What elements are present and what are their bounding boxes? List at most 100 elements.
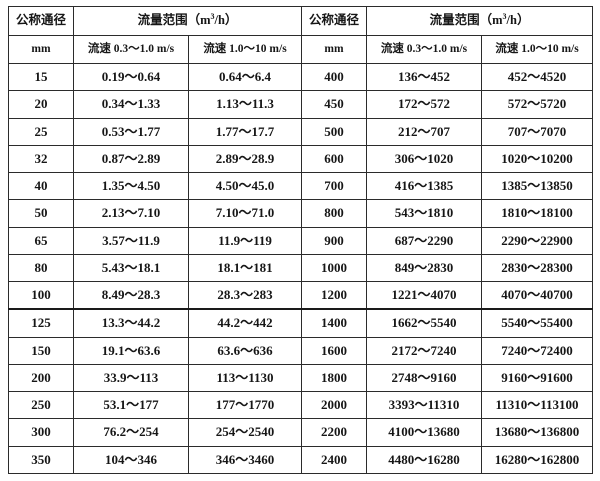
cell-nominal-diameter-right: 1200 [301,281,368,310]
cell-flow-low-left: 3.57～11.9 [73,226,189,255]
cell-flow-high-right: 7240～72400 [481,336,594,365]
table-row: 20 0.34～1.33 1.13～11.3 450 172～572 572～5720 [8,90,594,119]
cell-flow-low-right: 2748～9160 [366,363,483,393]
cell-flow-high-left: 254～2540 [187,418,303,447]
header-velocity-low-left: 流速 0.3～1.0 m/s [73,35,189,64]
cell-flow-low-right: 2172～7240 [366,336,483,365]
table-row: 100 8.49～28.3 28.3～283 1200 1221～4070 4070～40… [8,281,594,310]
header-flow-range-right-sup: 3 [502,11,507,21]
header-flow-range-right-text: 流量范围（m [429,13,503,28]
cell-nominal-diameter-right: 450 [301,90,368,119]
cell-nominal-diameter-right: 900 [301,226,368,255]
cell-flow-low-left: 104～346 [73,445,189,475]
cell-flow-low-left: 33.9～113 [73,363,189,393]
table-row: 40 1.35～4.50 4.50～45.0 700 416～1385 1385～1385… [8,172,594,201]
cell-nominal-diameter-right: 1600 [301,336,368,365]
header-row-sub: mm 流速 0.3～1.0 m/s 流速 1.0～10 m/s mm 流速 0.… [8,35,594,64]
header-unit-mm-right: mm [301,35,368,64]
table-row: 125 13.3～44.2 44.2～442 1400 1662～5540 5540～55… [8,308,594,338]
cell-nominal-diameter-left: 20 [8,90,74,119]
table-row: 25 0.53～1.77 1.77～17.7 500 212～707 707～7070 [8,117,594,146]
cell-flow-high-left: 346～3460 [187,445,303,475]
cell-nominal-diameter-right: 800 [301,199,368,228]
cell-nominal-diameter-left: 250 [8,391,74,420]
table-row: 15 0.19～0.64 0.64～6.4 400 136～452 452～4520 [8,62,594,92]
cell-flow-high-right: 1020～10200 [481,144,594,174]
cell-flow-high-left: 7.10～71.0 [187,199,303,228]
cell-flow-high-right: 16280～162800 [481,445,594,475]
table-row: 350 104～346 346～3460 2400 4480～16280 16280～16… [8,445,594,475]
cell-nominal-diameter-right: 2200 [301,418,368,447]
cell-flow-low-right: 4100～13680 [366,418,483,447]
cell-flow-low-left: 0.87～2.89 [73,144,189,174]
cell-flow-low-right: 1221～4070 [366,281,483,310]
cell-flow-high-left: 11.9～119 [187,226,303,255]
cell-flow-low-right: 687～2290 [366,226,483,255]
cell-nominal-diameter-left: 65 [8,226,74,255]
cell-flow-high-right: 2830～28300 [481,253,594,283]
table-row: 80 5.43～18.1 18.1～181 1000 849～2830 2830～2830… [8,253,594,283]
cell-flow-high-left: 113～1130 [187,363,303,393]
cell-flow-high-right: 2290～22900 [481,226,594,255]
header-flow-range-left-text: 流量范围（m [137,13,211,28]
cell-nominal-diameter-left: 50 [8,199,74,228]
cell-flow-high-left: 1.13～11.3 [187,90,303,119]
cell-flow-low-right: 849～2830 [366,253,483,283]
header-flow-range-left-tail: /h） [214,13,238,28]
cell-flow-low-left: 19.1～63.6 [73,336,189,365]
cell-nominal-diameter-right: 600 [301,144,368,174]
cell-nominal-diameter-left: 25 [8,117,74,146]
cell-flow-high-right: 1385～13850 [481,172,594,201]
nominal-diameter-flow-range-table: 公称通径 流量范围（m3/h） 公称通径 流量范围（m3/h） mm 流速 0.… [8,6,594,475]
cell-nominal-diameter-left: 150 [8,336,74,365]
header-unit-mm-left: mm [8,35,74,64]
header-row-main: 公称通径 流量范围（m3/h） 公称通径 流量范围（m3/h） [8,6,594,36]
table-body: 15 0.19～0.64 0.64～6.4 400 136～452 452～4520 20 0… [8,62,594,475]
cell-flow-low-right: 306～1020 [366,144,483,174]
cell-flow-high-right: 9160～91600 [481,363,594,393]
cell-flow-low-left: 5.43～18.1 [73,253,189,283]
cell-flow-low-right: 136～452 [366,62,483,92]
cell-nominal-diameter-right: 400 [301,62,368,92]
header-velocity-high-right: 流速 1.0～10 m/s [481,35,594,64]
table-head: 公称通径 流量范围（m3/h） 公称通径 流量范围（m3/h） mm 流速 0.… [8,6,594,64]
cell-flow-high-left: 4.50～45.0 [187,172,303,201]
table-row: 65 3.57～11.9 11.9～119 900 687～2290 2290～22900 [8,226,594,255]
cell-flow-high-right: 1810～18100 [481,199,594,228]
cell-flow-low-left: 76.2～254 [73,418,189,447]
flow-range-table-sheet: 公称通径 流量范围（m3/h） 公称通径 流量范围（m3/h） mm 流速 0.… [8,6,594,475]
table-row: 150 19.1～63.6 63.6～636 1600 2172～7240 7240～72… [8,336,594,365]
cell-flow-low-left: 0.19～0.64 [73,62,189,92]
cell-flow-high-right: 11310～113100 [481,391,594,420]
cell-flow-low-right: 3393～11310 [366,391,483,420]
header-nominal-diameter-left: 公称通径 [8,6,74,36]
cell-flow-high-right: 572～5720 [481,90,594,119]
cell-flow-low-right: 1662～5540 [366,308,483,338]
cell-flow-low-right: 212～707 [366,117,483,146]
cell-nominal-diameter-left: 350 [8,445,74,475]
cell-flow-high-left: 63.6～636 [187,336,303,365]
header-flow-range-right-tail: /h） [506,13,530,28]
cell-nominal-diameter-left: 15 [8,62,74,92]
cell-nominal-diameter-right: 1800 [301,363,368,393]
header-nominal-diameter-right: 公称通径 [301,6,368,36]
cell-flow-high-right: 4070～40700 [481,281,594,310]
cell-nominal-diameter-right: 1000 [301,253,368,283]
cell-flow-high-right: 452～4520 [481,62,594,92]
header-flow-range-right: 流量范围（m3/h） [366,6,594,36]
cell-flow-low-left: 0.53～1.77 [73,117,189,146]
cell-flow-high-right: 5540～55400 [481,308,594,338]
header-flow-range-left: 流量范围（m3/h） [72,6,303,36]
table-row: 50 2.13～7.10 7.10～71.0 800 543～1810 1810～1810… [8,199,594,228]
cell-nominal-diameter-right: 2400 [301,445,368,475]
cell-flow-low-left: 0.34～1.33 [73,90,189,119]
cell-nominal-diameter-left: 300 [8,418,74,447]
cell-flow-high-left: 1.77～17.7 [187,117,303,146]
cell-nominal-diameter-right: 700 [301,172,368,201]
table-row: 250 53.1～177 177～1770 2000 3393～11310 11310～1… [8,391,594,420]
cell-flow-low-left: 2.13～7.10 [73,199,189,228]
cell-flow-low-right: 172～572 [366,90,483,119]
cell-flow-high-right: 13680～136800 [481,418,594,447]
cell-flow-high-right: 707～7070 [481,117,594,146]
cell-flow-high-left: 177～1770 [187,391,303,420]
